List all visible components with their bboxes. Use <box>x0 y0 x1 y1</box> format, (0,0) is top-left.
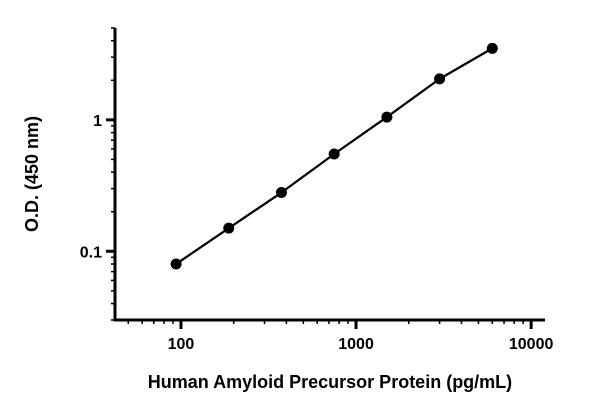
data-point-marker <box>275 187 287 199</box>
y-axis-label: O.D. (450 nm) <box>22 116 42 232</box>
data-point-marker <box>486 42 498 54</box>
y-tick-label: 0.1 <box>80 244 102 261</box>
x-tick-label: 10000 <box>509 336 554 353</box>
y-tick-label: 1 <box>93 113 102 130</box>
data-point-marker <box>223 222 235 234</box>
data-point-marker <box>170 258 182 270</box>
x-tick-label: 100 <box>168 336 195 353</box>
data-point-marker <box>434 73 446 85</box>
x-tick-label: 1000 <box>338 336 374 353</box>
data-point-marker <box>328 148 340 160</box>
data-point-marker <box>381 111 393 123</box>
x-axis-label: Human Amyloid Precursor Protein (pg/mL) <box>148 372 512 392</box>
